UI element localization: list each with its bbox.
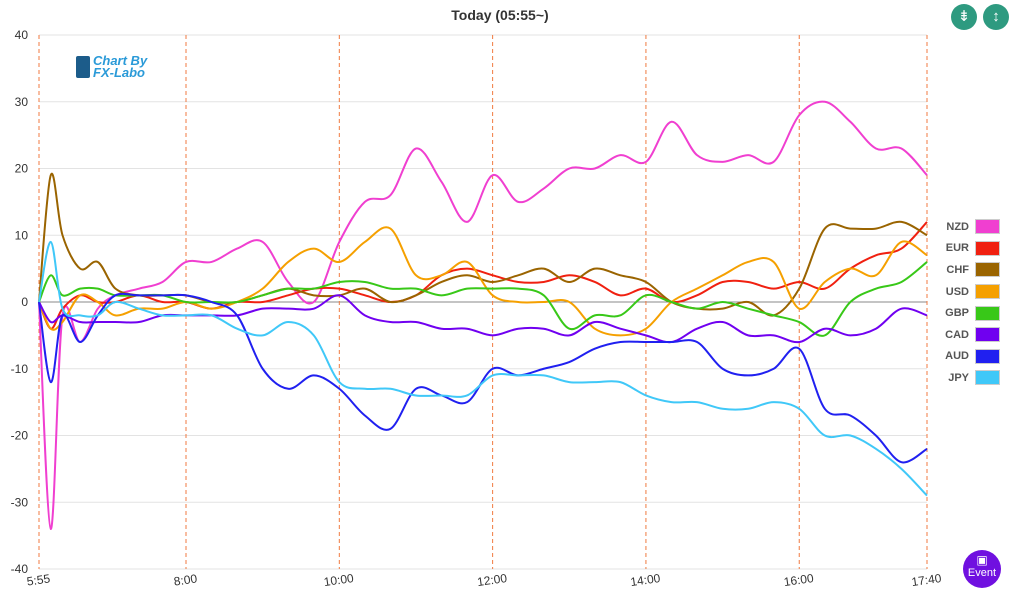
legend-item-eur[interactable]: EUR xyxy=(930,238,1000,260)
legend-item-chf[interactable]: CHF xyxy=(930,259,1000,281)
x-tick-label: 5:55 xyxy=(26,571,51,588)
calendar-icon: ▣ xyxy=(976,553,988,567)
legend-label: EUR xyxy=(945,242,969,255)
logo-icon xyxy=(76,56,90,78)
x-tick-label: 8:00 xyxy=(173,571,198,588)
series-line-aud xyxy=(38,292,928,464)
legend-swatch xyxy=(975,262,1000,278)
y-tick-label: 0 xyxy=(21,295,28,309)
series-line-cad xyxy=(38,294,928,344)
legend-label: GBP xyxy=(945,307,969,320)
legend-item-cad[interactable]: CAD xyxy=(930,324,1000,346)
x-tick-label: 12:00 xyxy=(476,571,508,589)
series-line-usd xyxy=(38,226,928,337)
legend-item-jpy[interactable]: JPY xyxy=(930,367,1000,389)
y-tick-label: 30 xyxy=(15,95,29,109)
compress-vertical-icon: ⇟ xyxy=(957,8,971,25)
series-line-eur xyxy=(38,221,928,330)
expand-vertical-button[interactable]: ↕ xyxy=(983,4,1009,30)
legend-item-usd[interactable]: USD xyxy=(930,281,1000,303)
expand-vertical-icon: ↕ xyxy=(992,8,1000,25)
legend-swatch xyxy=(975,370,1000,386)
legend-item-aud[interactable]: AUD xyxy=(930,346,1000,368)
legend-label: USD xyxy=(945,285,969,298)
legend-swatch xyxy=(975,219,1000,235)
legend-label: AUD xyxy=(945,350,969,363)
event-button-label: Event xyxy=(967,567,997,579)
legend-label: CHF xyxy=(946,263,969,276)
y-tick-label: -40 xyxy=(11,562,29,576)
event-button[interactable]: ▣ Event xyxy=(963,550,1001,588)
legend-item-gbp[interactable]: GBP xyxy=(930,302,1000,324)
logo: Chart By FX-Labo xyxy=(76,53,148,80)
logo-text-2: FX-Labo xyxy=(93,65,145,80)
x-tick-label: 10:00 xyxy=(323,571,355,589)
logo-text-1: Chart By xyxy=(93,53,148,68)
legend-label: CAD xyxy=(945,328,969,341)
chart-title: Today (05:55~) xyxy=(451,7,549,23)
y-tick-label: 20 xyxy=(15,162,29,176)
y-tick-label: 10 xyxy=(15,228,29,242)
legend-label: JPY xyxy=(948,371,969,384)
legend-swatch xyxy=(975,327,1000,343)
x-tick-label: 17:40 xyxy=(911,571,943,589)
legend-swatch xyxy=(975,240,1000,256)
legend-swatch xyxy=(975,348,1000,364)
y-tick-label: -10 xyxy=(11,362,29,376)
legend: NZD EUR CHF USD GBP CAD AUD JPY xyxy=(930,216,1000,389)
x-tick-label: 14:00 xyxy=(630,571,662,589)
compress-vertical-button[interactable]: ⇟ xyxy=(951,4,977,30)
y-tick-label: 40 xyxy=(15,28,29,42)
legend-swatch xyxy=(975,305,1000,321)
legend-label: NZD xyxy=(946,220,969,233)
legend-swatch xyxy=(975,284,1000,300)
y-tick-label: -20 xyxy=(11,429,29,443)
legend-item-nzd[interactable]: NZD xyxy=(930,216,1000,238)
x-tick-label: 16:00 xyxy=(783,571,815,589)
y-tick-label: -30 xyxy=(11,495,29,509)
series-line-jpy xyxy=(38,240,928,497)
